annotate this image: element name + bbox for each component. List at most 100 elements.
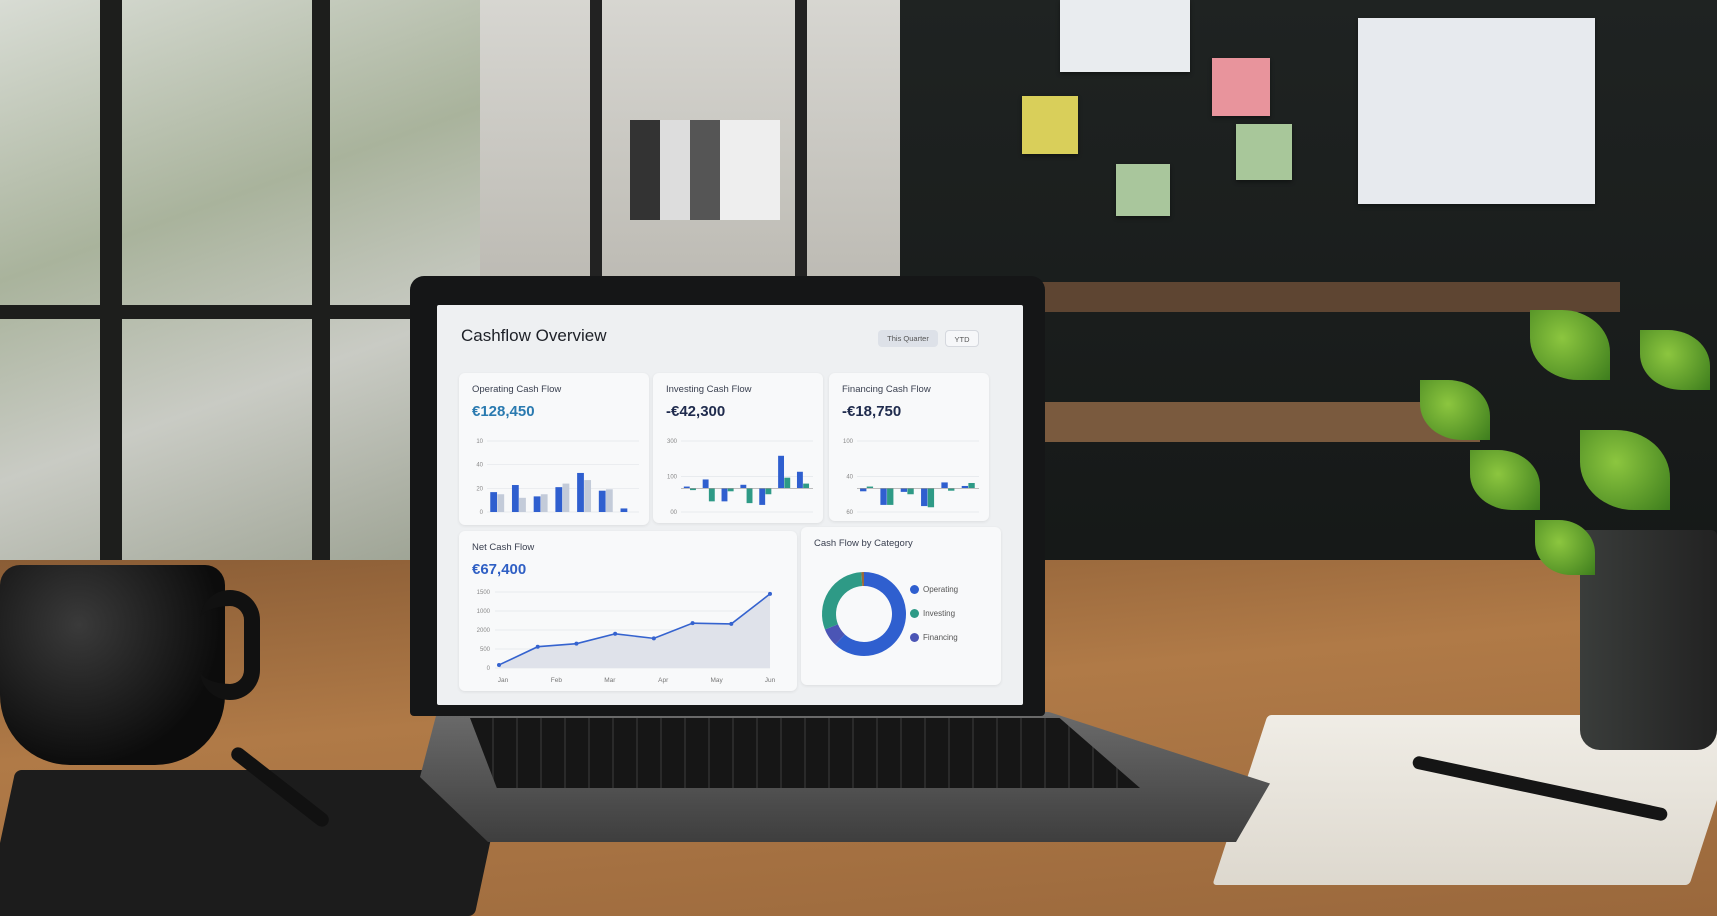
bar: [562, 483, 570, 512]
card-value: €128,450: [472, 403, 535, 420]
line-series: [498, 593, 771, 666]
bar: [511, 485, 519, 512]
bar: [598, 490, 606, 512]
bar: [740, 484, 747, 489]
financing-bar-chart: 100 40 60: [843, 439, 979, 516]
bar: [765, 488, 772, 495]
bar: [796, 471, 803, 489]
card-value: €67,400: [472, 561, 527, 578]
y-tick-label: 2000: [477, 628, 491, 634]
bar: [727, 488, 734, 492]
y-tick-label: 0: [487, 666, 491, 672]
y-tick-label: 40: [846, 475, 853, 481]
data-point: [729, 621, 734, 626]
area-fill: [499, 593, 770, 668]
shelf-post: [795, 0, 807, 280]
bar: [584, 480, 592, 512]
window-frame: [100, 0, 122, 560]
card-title: Operating Cash Flow: [472, 384, 562, 395]
legend-label: Financing: [923, 633, 958, 642]
x-tick-label: Jan: [498, 677, 509, 684]
back-desk: [1020, 402, 1480, 442]
operating-card: Operating Cash Flow €128,450 10 40 20 0: [459, 373, 649, 525]
window-frame: [312, 0, 330, 560]
sticky-note: [1116, 164, 1170, 216]
legend-label: Investing: [923, 609, 956, 618]
wall-chart-paper: [1358, 18, 1595, 204]
x-tick-label: May: [710, 677, 723, 684]
bar: [803, 483, 810, 489]
bar: [784, 477, 791, 489]
data-point: [613, 631, 618, 636]
x-tick-label: Jun: [765, 677, 776, 684]
bar: [921, 488, 928, 507]
bar: [605, 489, 613, 512]
y-tick-label: 500: [480, 647, 491, 653]
data-point: [768, 591, 772, 596]
bar: [683, 486, 690, 489]
wall-chart-paper: [1060, 0, 1190, 72]
bar: [941, 482, 948, 489]
donut-slice: [822, 572, 863, 630]
investing-bar-chart: 300 100 00: [667, 439, 813, 516]
shelf-post: [590, 0, 602, 280]
card-title: Cash Flow by Category: [814, 538, 913, 549]
bar: [968, 483, 975, 489]
financing-card: Financing Cash Flow -€18,750 100 40 60: [829, 373, 989, 521]
net-cash-flow-line-chart: 1500 1000 2000 500 0 Jan Feb Mar Apr May Jun: [477, 590, 776, 684]
investing-card: Investing Cash Flow -€42,300 300 100 00: [653, 373, 823, 523]
card-title: Investing Cash Flow: [666, 384, 752, 395]
bar: [927, 488, 935, 508]
y-tick-label: 1000: [477, 609, 491, 615]
y-tick-label: 0: [480, 510, 484, 516]
y-tick-label: 20: [476, 486, 483, 492]
y-tick-label: 60: [846, 510, 853, 516]
card-value: -€42,300: [666, 403, 726, 420]
bar: [948, 488, 955, 491]
bar: [497, 494, 505, 512]
y-tick-label: 100: [843, 439, 854, 445]
legend-operating: Operating: [910, 585, 958, 594]
bar: [490, 492, 498, 512]
mug-handle: [200, 590, 260, 700]
bar: [533, 496, 541, 512]
donut-slice: [824, 623, 846, 645]
bar: [907, 488, 914, 495]
donut-slice: [835, 572, 906, 656]
card-title: Net Cash Flow: [472, 542, 535, 553]
x-tick-label: Apr: [658, 677, 669, 684]
legend-dot: [910, 609, 919, 618]
legend-financing: Financing: [910, 633, 958, 642]
legend-investing: Investing: [910, 609, 956, 618]
bar: [540, 494, 548, 512]
data-point: [574, 641, 579, 646]
bar: [887, 488, 894, 505]
data-point: [651, 636, 656, 641]
bar: [961, 485, 969, 489]
y-tick-label: 40: [476, 463, 483, 469]
this-quarter-button[interactable]: This Quarter: [878, 330, 938, 347]
sticky-note: [1022, 96, 1078, 154]
y-tick-label: 100: [667, 475, 678, 481]
bar: [555, 487, 563, 512]
page-title: Cashflow Overview: [461, 326, 607, 345]
plant-pot: [1580, 530, 1717, 750]
bar: [708, 488, 715, 502]
window-frame: [0, 305, 450, 319]
black-journal: [0, 770, 506, 916]
category-donut-chart: [822, 572, 906, 656]
y-tick-label: 300: [667, 439, 678, 445]
ytd-button[interactable]: YTD: [945, 330, 979, 347]
bar: [759, 488, 766, 505]
operating-bar-chart: 10 40 20 0: [476, 439, 639, 516]
bar: [900, 488, 908, 492]
card-value: -€18,750: [842, 403, 902, 420]
data-point: [690, 621, 695, 626]
wall-shelf: [1020, 282, 1620, 312]
category-card: Cash Flow by Category Operating Investin…: [801, 527, 1001, 685]
bar: [721, 488, 728, 502]
data-point: [497, 662, 501, 667]
coffee-mug: [0, 565, 225, 765]
bar: [866, 486, 874, 489]
card-title: Financing Cash Flow: [842, 384, 931, 395]
